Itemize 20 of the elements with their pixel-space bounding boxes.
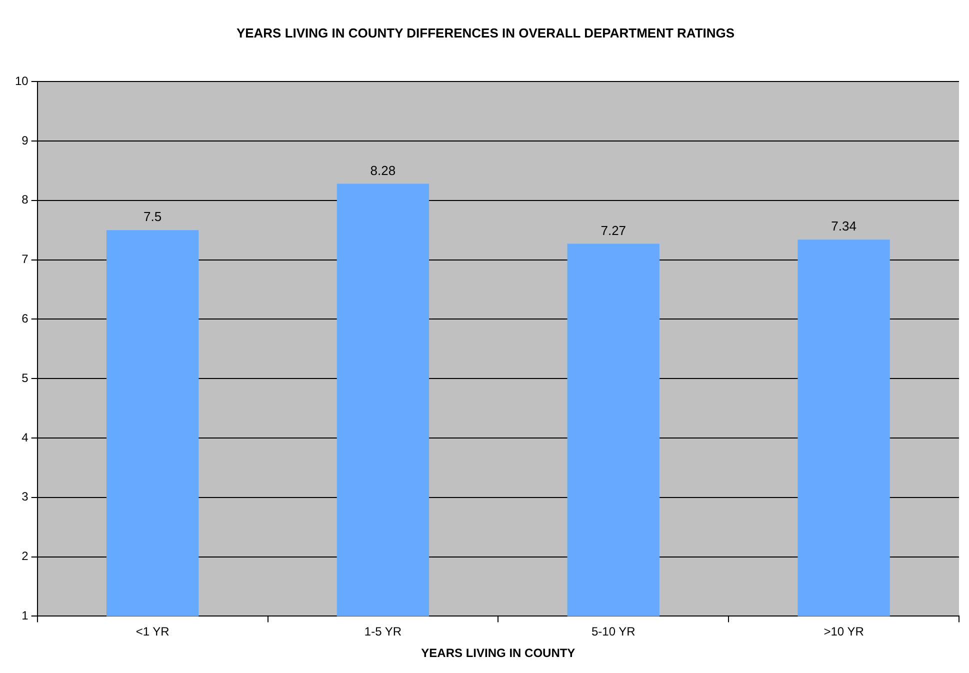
data-label: 8.28 xyxy=(370,162,396,178)
y-tick-label: 9 xyxy=(22,133,29,148)
data-label: 7.34 xyxy=(831,218,856,234)
y-tick-label: 7 xyxy=(22,252,29,266)
data-label: 7.27 xyxy=(600,222,626,238)
x-tick-label: 5-10 YR xyxy=(591,624,636,639)
y-tick-label: 1 xyxy=(22,608,29,623)
y-tick-label: 3 xyxy=(22,490,29,504)
x-tick-label: >10 YR xyxy=(824,624,864,639)
y-tick-label: 8 xyxy=(22,192,29,207)
chart-title: YEARS LIVING IN COUNTY DIFFERENCES IN OVERALL DEPARTMENT RATINGS xyxy=(236,25,735,40)
y-tick-label: 4 xyxy=(22,430,29,444)
y-tick-label: 10 xyxy=(14,74,29,88)
y-tick-label: 6 xyxy=(22,312,29,326)
x-tick-label: <1 YR xyxy=(136,624,170,639)
data-label: 7.5 xyxy=(144,209,162,224)
x-axis-title: YEARS LIVING IN COUNTY xyxy=(421,646,576,660)
x-tick-label: 1-5 YR xyxy=(364,624,402,639)
y-tick-label: 5 xyxy=(22,370,29,385)
y-tick-label: 2 xyxy=(22,549,29,564)
